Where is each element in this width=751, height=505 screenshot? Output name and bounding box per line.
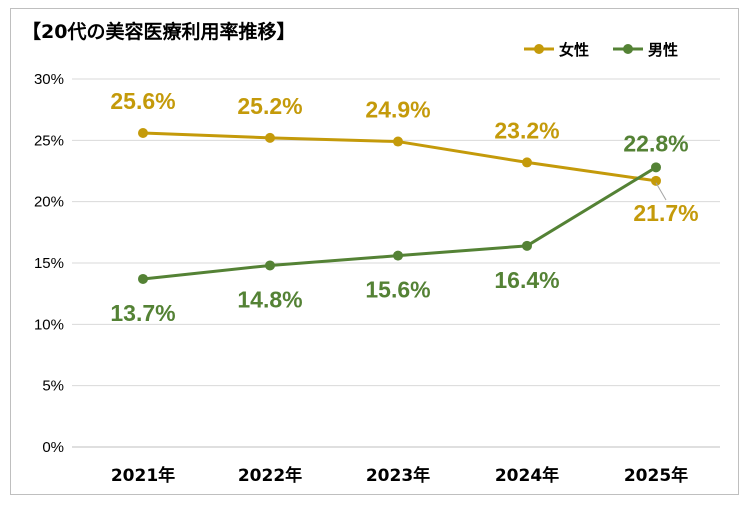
data-point: [393, 136, 403, 147]
chart-frame: [10, 8, 739, 495]
data-point: [651, 175, 661, 186]
x-tick-label: 2025年: [624, 465, 688, 486]
y-tick-label: 0%: [42, 439, 64, 456]
legend-swatch-marker: [623, 44, 633, 54]
data-point: [265, 260, 275, 271]
data-label: 15.6%: [365, 277, 430, 303]
x-tick-label: 2023年: [366, 465, 430, 486]
x-tick-label: 2021年: [111, 465, 175, 486]
series-line-male: [142, 166, 657, 281]
y-tick-label: 20%: [34, 194, 64, 211]
legend: 女性 男性: [524, 41, 678, 59]
data-point: [265, 132, 275, 143]
data-point: [522, 157, 532, 168]
data-labels: 25.6% 25.2% 24.9% 23.2% 21.7% 13.7% 14.8% 15.6%…: [110, 88, 698, 326]
series-layer: [138, 127, 661, 284]
chart-title: 【20代の美容医療利用率推移】: [22, 20, 295, 43]
data-label: 25.2%: [237, 93, 302, 119]
y-tick-label: 25%: [34, 132, 64, 149]
y-tick-label: 30%: [34, 71, 64, 88]
data-label: 14.8%: [237, 286, 302, 312]
legend-swatch-marker: [534, 44, 544, 54]
data-label: 13.7%: [110, 300, 175, 326]
data-label: 16.4%: [494, 267, 559, 293]
data-label: 21.7%: [633, 200, 698, 226]
y-tick-label: 15%: [34, 255, 64, 272]
data-point: [138, 273, 148, 284]
data-label: 23.2%: [494, 117, 559, 143]
data-point: [651, 162, 661, 173]
data-point: [138, 127, 148, 138]
data-point: [522, 240, 532, 251]
legend-label: 女性: [559, 41, 589, 59]
data-label: 22.8%: [623, 130, 688, 156]
y-tick-label: 10%: [34, 316, 64, 333]
label-leader-line: [655, 182, 667, 201]
y-tick-label: 5%: [42, 378, 64, 395]
x-tick-label: 2024年: [495, 465, 559, 486]
data-label: 25.6%: [110, 88, 175, 114]
data-point: [393, 250, 403, 261]
y-axis-ticks: 0% 5% 10% 15% 20% 25% 30%: [34, 71, 64, 456]
legend-label: 男性: [648, 41, 678, 59]
x-axis-ticks: 2021年 2022年 2023年 2024年 2025年: [111, 465, 688, 486]
x-tick-label: 2022年: [238, 465, 302, 486]
data-label: 24.9%: [365, 97, 430, 123]
